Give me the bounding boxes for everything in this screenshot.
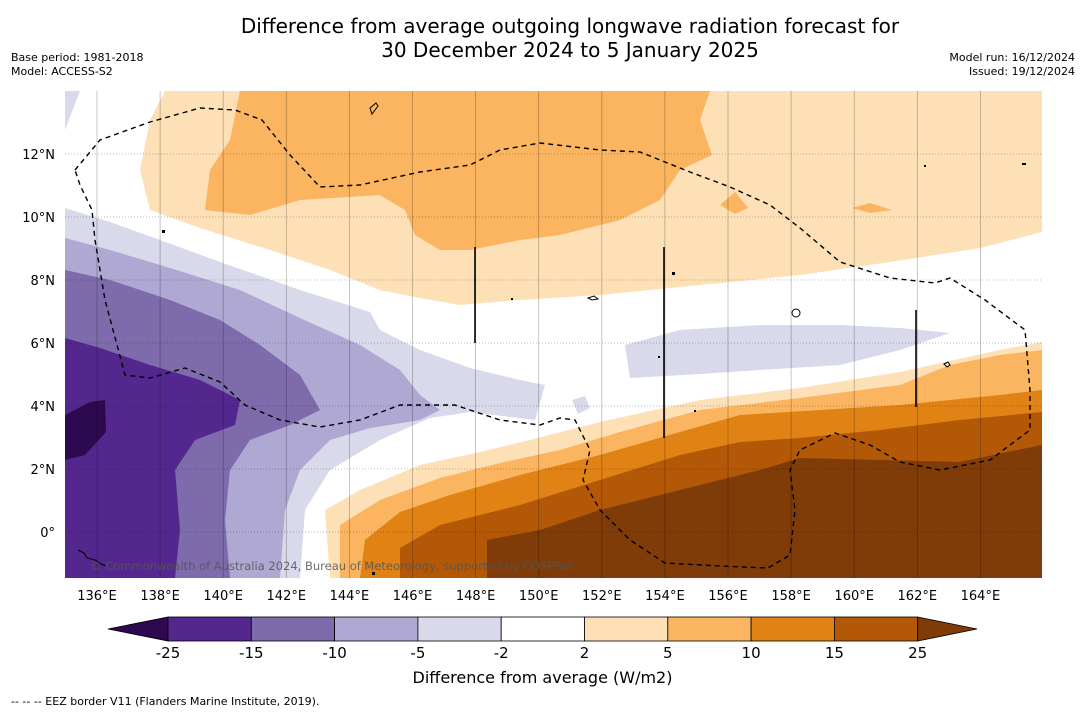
colorbar-segment: [834, 616, 919, 642]
longitude-labels: 136°E 138°E 140°E 142°E 144°E 146°E 148°E 150°E…: [77, 589, 1000, 604]
lon-tick-label: 136°E: [77, 589, 117, 604]
colorbar-tick-label: -10: [322, 644, 347, 662]
lon-tick-label: 144°E: [330, 589, 370, 604]
olr-band-below-minus25: [65, 400, 106, 460]
map-title: Difference from average outgoing longwav…: [0, 14, 1085, 62]
colorbar-segment: [417, 616, 502, 642]
olr-band-above-25: [487, 445, 1042, 578]
colorbar-tick-label: 10: [742, 644, 761, 662]
copyright-text: © Commonwealth of Australia 2024, Bureau…: [90, 559, 574, 573]
colorbar-segment: [750, 616, 835, 642]
reference-lines: [474, 247, 917, 438]
islands: [77, 102, 951, 567]
lat-tick-label: 12°N: [22, 148, 55, 163]
colorbar-max-arrow: [917, 616, 978, 642]
island-guam: [369, 102, 379, 116]
model-name: Model: ACCESS-S2: [11, 65, 113, 78]
issued-date: Issued: 19/12/2024: [968, 65, 1075, 78]
title-line-1: Difference from average outgoing longwav…: [240, 14, 900, 38]
island-pohnpei: [791, 308, 801, 318]
colorbar-min-arrow: [107, 616, 169, 642]
lat-tick-label: 8°N: [31, 274, 56, 289]
lon-tick-label: 150°E: [519, 589, 559, 604]
title-line-2: 30 December 2024 to 5 January 2025: [381, 38, 759, 62]
island-dot: [672, 272, 675, 275]
lat-tick-label: 0°: [40, 526, 55, 541]
island-dot: [658, 356, 660, 358]
island-chuuk: [586, 295, 600, 301]
lat-tick-label: 4°N: [31, 400, 56, 415]
lon-tick-label: 138°E: [140, 589, 180, 604]
eez-footnote: -- -- -- EEZ border V11 (Flanders Marine…: [11, 695, 320, 708]
island-dot: [372, 572, 375, 575]
island-palau: [77, 549, 107, 567]
base-period: Base period: 1981-2018: [11, 51, 144, 64]
lon-tick-label: 152°E: [582, 589, 622, 604]
lon-tick-label: 158°E: [771, 589, 811, 604]
lon-tick-label: 142°E: [267, 589, 307, 604]
meta-left: Base period: 1981-2018 Model: ACCESS-S2: [11, 51, 143, 79]
colorbar: -25 -15 -10 -5 -2 2 5 10 15 25: [107, 616, 978, 662]
meta-right: Model run: 16/12/2024 Issued: 19/12/2024: [949, 51, 1075, 79]
olr-band-minus15-minus25: [65, 338, 240, 578]
lon-tick-label: 140°E: [203, 589, 243, 604]
lon-tick-label: 148°E: [456, 589, 496, 604]
colorbar-tick-label: -15: [239, 644, 264, 662]
colorbar-segment: [167, 616, 252, 642]
lat-tick-label: 2°N: [31, 463, 56, 478]
lon-tick-label: 154°E: [645, 589, 685, 604]
colorbar-tick-label: 25: [908, 644, 927, 662]
lon-tick-label: 156°E: [708, 589, 748, 604]
model-run: Model run: 16/12/2024: [949, 51, 1075, 64]
island-dot: [1022, 163, 1026, 165]
graticule: [65, 91, 1042, 578]
latitude-labels: 12°N 10°N 8°N 6°N 4°N 2°N 0°: [22, 148, 55, 541]
island-dot: [162, 230, 165, 233]
colorbar-label: Difference from average (W/m2): [412, 668, 673, 687]
island-dot: [511, 298, 513, 300]
lat-tick-label: 10°N: [22, 211, 55, 226]
lon-tick-label: 146°E: [393, 589, 433, 604]
colorbar-tick-label: 2: [580, 644, 590, 662]
colorbar-tick-label: 15: [825, 644, 844, 662]
island-dot: [694, 410, 696, 412]
colorbar-segment: [667, 616, 752, 642]
colorbar-tick-label: -5: [410, 644, 425, 662]
colorbar-segment: [334, 616, 419, 642]
island-kosrae: [943, 361, 951, 368]
colorbar-segment: [500, 616, 585, 642]
colorbar-segment: [584, 616, 669, 642]
lat-tick-label: 6°N: [31, 337, 56, 352]
colorbar-tick-label: -25: [156, 644, 181, 662]
colorbar-segment: [250, 616, 336, 642]
map-plot-area: © Commonwealth of Australia 2024, Bureau…: [65, 91, 1042, 578]
lon-tick-label: 160°E: [834, 589, 874, 604]
island-dots: [162, 163, 1026, 575]
colorbar-tick-label: 5: [663, 644, 673, 662]
lon-tick-label: 162°E: [898, 589, 938, 604]
eez-border: [74, 107, 1031, 569]
island-dot: [924, 165, 926, 167]
lon-tick-label: 164°E: [961, 589, 1001, 604]
colorbar-tick-label: -2: [494, 644, 509, 662]
